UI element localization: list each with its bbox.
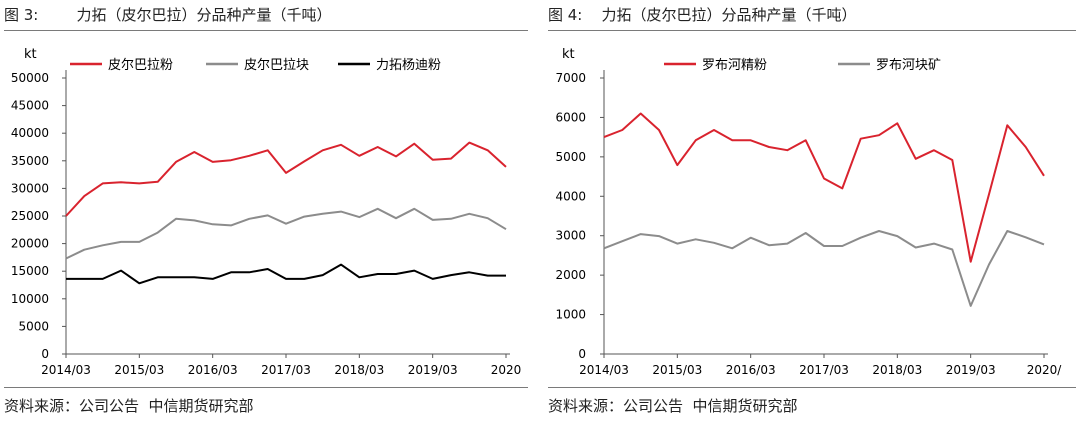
figure-title: 图 4: 力拓（皮尔巴拉）分品种产量（千吨） — [548, 6, 857, 24]
series-line-2 — [603, 230, 1045, 307]
legend-label-2: 罗布河块矿 — [876, 58, 941, 73]
x-tick-label: 2015/03 — [652, 363, 702, 377]
y-tick-label: 7000 — [555, 71, 586, 85]
title-rule — [4, 30, 528, 31]
title-rule — [548, 30, 1076, 31]
x-tick-label: 2017/03 — [261, 363, 311, 377]
y-tick-label: 5000 — [18, 319, 49, 333]
figure-panel-left: 图 3: 力拓（皮尔巴拉）分品种产量（千吨） kt 0 5000 10000 15000… — [4, 0, 532, 421]
legend-label-2: 皮尔巴拉块 — [244, 58, 309, 73]
y-tick-label: 20000 — [11, 237, 49, 251]
legend-label-1: 罗布河精粉 — [702, 58, 767, 73]
y-tick-label: 0 — [41, 347, 49, 361]
x-tick-label: 2016/03 — [726, 363, 776, 377]
x-tick-label: 2019/03 — [946, 363, 996, 377]
line-chart: kt 0 1000 2000 3000 4000 5000 6000 7000 2014/03 20… — [555, 47, 1063, 377]
y-tick-label: 4000 — [555, 189, 586, 203]
series-line-1 — [603, 112, 1045, 263]
source-rule — [4, 387, 528, 388]
x-tick-label: 2015/03 — [114, 363, 164, 377]
y-tick-label: 35000 — [11, 154, 49, 168]
y-tick-label: 0 — [578, 347, 586, 361]
y-tick-label: 30000 — [11, 181, 49, 195]
y-tick-label: 10000 — [11, 292, 49, 306]
y-tick-label: 50000 — [11, 71, 49, 85]
y-tick-label: 5000 — [555, 150, 586, 164]
figure-title: 图 3: 力拓（皮尔巴拉）分品种产量（千吨） — [4, 6, 332, 24]
x-tick-label: 2020 — [491, 363, 522, 377]
source-rule — [548, 387, 1076, 388]
y-tick-label: 1000 — [555, 308, 586, 322]
series-line-3 — [66, 263, 506, 285]
y-tick-label: 45000 — [11, 99, 49, 113]
y-tick-label: 15000 — [11, 264, 49, 278]
legend-label-1: 皮尔巴拉粉 — [108, 58, 173, 73]
y-unit-label: kt — [24, 47, 37, 62]
y-tick-label: 40000 — [11, 126, 49, 140]
legend-label-3: 力拓杨迪粉 — [376, 58, 441, 73]
y-tick-label: 6000 — [555, 110, 586, 124]
series-line-2 — [65, 207, 507, 260]
y-unit-label: kt — [562, 47, 575, 62]
y-tick-label: 2000 — [555, 268, 586, 282]
x-tick-label: 2014/03 — [579, 363, 629, 377]
x-tick-label: 2017/03 — [799, 363, 849, 377]
series-line-1 — [65, 141, 507, 217]
source-note: 资料来源：公司公告 中信期货研究部 — [4, 397, 254, 415]
line-chart: kt 0 5000 10000 15000 20000 25000 30000 35000 400… — [11, 47, 522, 377]
x-tick-label: 2020/ — [1027, 363, 1063, 377]
y-tick-label: 25000 — [11, 209, 49, 223]
x-tick-label: 2016/03 — [188, 363, 238, 377]
x-tick-label: 2018/03 — [872, 363, 922, 377]
y-tick-label: 3000 — [555, 229, 586, 243]
x-tick-label: 2014/03 — [41, 363, 91, 377]
figure-panel-right: 图 4: 力拓（皮尔巴拉）分品种产量（千吨） kt 0 1000 2000 3000 40… — [548, 0, 1076, 421]
source-note: 资料来源：公司公告 中信期货研究部 — [548, 397, 798, 415]
x-tick-label: 2018/03 — [334, 363, 384, 377]
x-tick-label: 2019/03 — [408, 363, 458, 377]
